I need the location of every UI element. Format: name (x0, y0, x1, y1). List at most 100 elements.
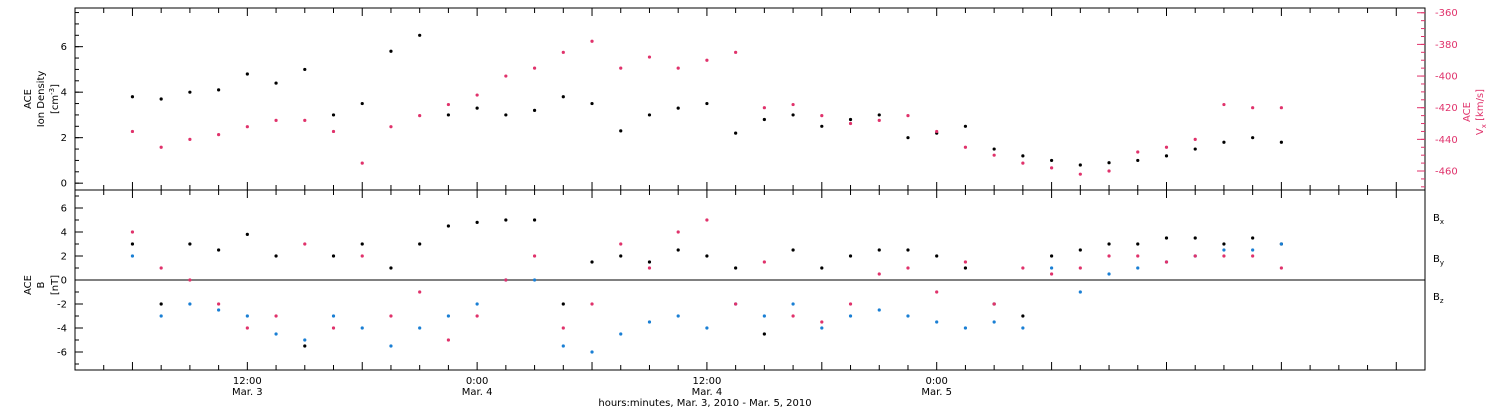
top-point-red (561, 50, 565, 54)
top-left-tick-label: 0 (61, 179, 67, 190)
top-point-black (159, 97, 163, 101)
bottom-point-black (1193, 236, 1197, 240)
bottom-point-blue (619, 332, 623, 336)
top-point-black (590, 101, 594, 106)
bottom-point-red (705, 218, 709, 222)
top-point-black (389, 49, 393, 53)
bottom-point-red (245, 326, 249, 330)
bottom-point-red (1164, 260, 1169, 264)
top-right-label-v: V (1475, 128, 1486, 135)
bottom-left-tick-label: 4 (61, 228, 67, 239)
bottom-point-blue (1279, 242, 1283, 246)
top-point-black (1021, 154, 1025, 158)
top-point-red (619, 66, 623, 70)
bottom-point-black (1222, 242, 1226, 246)
bottom-left-unit-text: nT (50, 278, 61, 291)
top-point-red (1049, 166, 1054, 170)
top-right-label-sub: Vx [km/s] (1475, 89, 1488, 135)
bottom-point-red (647, 266, 652, 270)
bottom-point-black (848, 254, 853, 258)
bottom-point-red (475, 314, 479, 318)
top-point-black (360, 101, 364, 106)
bottom-point-blue (992, 320, 996, 324)
bottom-point-red (1078, 266, 1082, 270)
top-point-red (590, 39, 594, 43)
top-left-label-line1: ACE (23, 89, 34, 109)
bottom-left-tick-label: -4 (57, 324, 67, 335)
top-point-black (130, 95, 135, 99)
top-point-black (1107, 161, 1111, 165)
bottom-point-red (504, 278, 508, 282)
top-point-red (389, 125, 393, 129)
bottom-point-black (1107, 242, 1111, 246)
top-right-tick-label: -400 (1435, 72, 1458, 83)
top-point-red (418, 114, 422, 118)
bottom-point-blue (590, 350, 594, 354)
top-right-label-main: ACE (1462, 102, 1473, 122)
bottom-point-blue (561, 344, 565, 348)
bottom-point-black (877, 248, 881, 252)
bottom-point-black (963, 266, 968, 270)
bottom-point-black (906, 248, 910, 252)
bottom-point-blue (935, 320, 939, 324)
bottom-point-red (389, 314, 393, 318)
top-point-black (1136, 158, 1140, 163)
bottom-point-black (734, 266, 738, 270)
bottom-point-blue (217, 308, 221, 312)
bottom-point-black (647, 260, 652, 264)
bottom-point-red (1136, 254, 1140, 258)
top-point-black (619, 129, 623, 133)
bottom-point-black (303, 344, 307, 348)
bottom-point-black (188, 242, 192, 246)
bottom-point-black (475, 220, 479, 224)
bottom-point-black (705, 254, 709, 258)
top-point-black (331, 113, 336, 117)
bottom-point-red (877, 272, 881, 276)
bottom-point-blue (475, 302, 479, 306)
top-right-tick-label: -360 (1435, 8, 1458, 19)
bottom-point-blue (762, 314, 766, 318)
top-right-tick-label: -420 (1435, 103, 1458, 114)
x-tick-label-time: 0:00 (466, 376, 488, 387)
bottom-point-black (418, 242, 422, 246)
bottom-point-black (130, 242, 135, 246)
bottom-point-red (791, 314, 795, 318)
top-left-unit-exp: -3 (48, 88, 56, 95)
top-point-black (647, 113, 652, 117)
bottom-point-black (762, 332, 766, 336)
bottom-point-black (561, 302, 565, 306)
top-point-black (274, 81, 278, 85)
top-point-black (762, 117, 766, 122)
top-point-black (1222, 140, 1226, 144)
top-point-black (848, 117, 853, 122)
top-point-red (762, 106, 766, 110)
bottom-point-black (619, 254, 623, 258)
top-point-red (963, 145, 968, 149)
bottom-point-blue (418, 326, 422, 330)
bottom-point-red (676, 230, 680, 234)
top-point-red (734, 50, 738, 54)
x-tick-label-time: 0:00 (925, 376, 947, 387)
bottom-point-black (590, 260, 594, 264)
bottom-point-red (963, 260, 968, 264)
bottom-point-red (532, 254, 537, 258)
top-point-red (532, 66, 537, 70)
bottom-series-blue (130, 242, 1283, 354)
top-point-black (877, 113, 881, 117)
bottom-point-red (1279, 266, 1283, 270)
top-point-red (705, 58, 709, 62)
top-point-black (475, 106, 479, 110)
bottom-point-red (1251, 254, 1255, 258)
top-point-red (791, 102, 795, 107)
legend-bx-label: B (1433, 213, 1440, 224)
bottom-point-black (274, 254, 278, 258)
bottom-left-tick-label: -6 (57, 348, 67, 359)
bottom-point-black (820, 266, 824, 270)
top-point-black (245, 72, 249, 76)
top-point-black (1078, 163, 1082, 167)
legend-by-label: B (1433, 254, 1440, 265)
bottom-left-unit: [nT] (50, 275, 61, 295)
top-point-black (1193, 147, 1197, 151)
legend-bz-sub: z (1440, 297, 1444, 305)
top-point-black (1164, 154, 1169, 158)
